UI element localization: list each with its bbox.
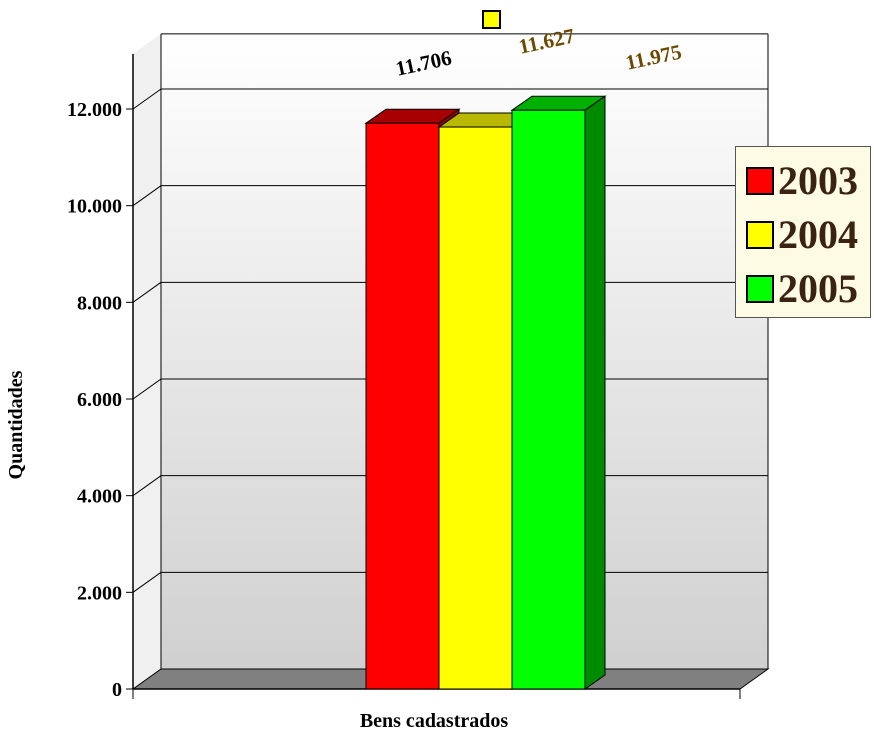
- y-tick-label: 12.000: [67, 99, 122, 121]
- bar-2003: [365, 122, 440, 690]
- gridline-side: [132, 571, 162, 593]
- legend-item-2005: 2005: [746, 269, 858, 309]
- gridline-side: [132, 475, 162, 497]
- legend-swatch-2005: [746, 275, 774, 303]
- legend-swatch-2003: [746, 167, 774, 195]
- legend-label-2005: 2005: [778, 266, 858, 311]
- plot-side-wall: [133, 33, 161, 689]
- bars: [364, 95, 607, 690]
- gridline-side: [132, 378, 162, 400]
- bar-2004: [438, 126, 513, 690]
- y-axis-label: Quantidades: [5, 370, 27, 479]
- legend: 2003 2004 2005: [735, 146, 871, 318]
- y-tick-label: 6.000: [77, 389, 122, 411]
- gridline-side: [132, 88, 162, 110]
- y-tick-label: 10.000: [67, 196, 122, 218]
- legend-swatch-2004: [746, 221, 774, 249]
- stray-legend-marker: [482, 10, 501, 29]
- y-tick-label: 4.000: [77, 486, 122, 508]
- y-tick-label: 0: [112, 679, 122, 701]
- y-tick-labels: 0 2.000 4.000 6.000 8.000 10.000 12.000: [67, 99, 122, 701]
- y-tick-label: 2.000: [77, 582, 122, 604]
- bar-2005: [511, 109, 586, 690]
- legend-item-2004: 2004: [746, 215, 858, 255]
- legend-item-2003: 2003: [746, 161, 858, 201]
- gridline-side: [132, 281, 162, 303]
- legend-label-2004: 2004: [778, 212, 858, 257]
- y-tick-label: 8.000: [77, 292, 122, 314]
- gridline-side: [132, 185, 162, 207]
- bar-side-2005: [584, 95, 606, 690]
- legend-label-2003: 2003: [778, 158, 858, 203]
- x-axis-label: Bens cadastrados: [360, 710, 509, 732]
